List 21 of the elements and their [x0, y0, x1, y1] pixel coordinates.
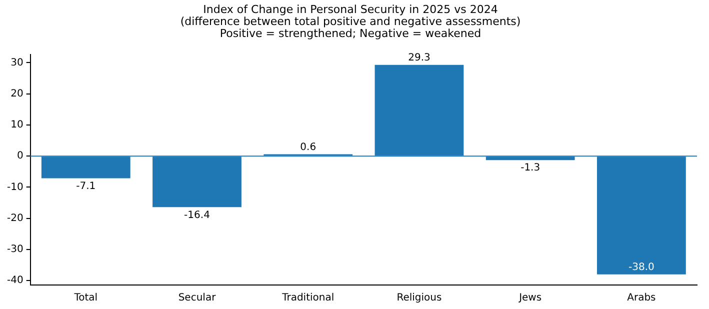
y-tick-label: -10	[6, 182, 24, 193]
data-label: 0.6	[300, 142, 316, 153]
x-tick-label: Total	[73, 292, 98, 304]
x-tick-label: Secular	[178, 292, 217, 304]
x-tick-label: Traditional	[281, 292, 334, 304]
y-tick-label: -20	[6, 212, 24, 224]
data-label: -38.0	[628, 262, 654, 274]
y-tick-label: -30	[6, 244, 24, 256]
data-label: -7.1	[76, 180, 96, 192]
x-tick-label: Religious	[396, 292, 442, 304]
x-tick-label: Jews	[518, 292, 542, 304]
y-tick-label: 30	[10, 57, 24, 68]
y-tick-label: 20	[10, 88, 24, 100]
chart-title: Index of Change in Personal Security in 2025 vs 2024 (difference between total positive and negative assessments) Positive = strengthened; Negative = weakened	[180, 2, 521, 40]
data-label: 29.3	[408, 52, 430, 64]
data-label: -16.4	[184, 210, 210, 221]
y-tick-label: 0	[16, 150, 24, 162]
data-label: -1.3	[520, 162, 540, 174]
x-tick-label: Arabs	[627, 292, 656, 304]
y-tick-label: 10	[10, 120, 24, 131]
y-tick-label: -40	[6, 275, 24, 286]
